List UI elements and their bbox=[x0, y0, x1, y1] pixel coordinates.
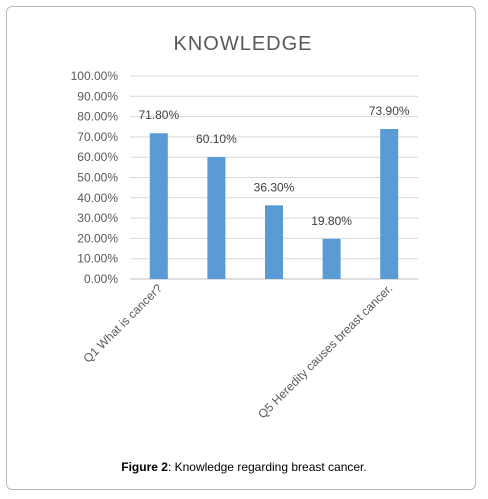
figure-caption: Figure 2: Knowledge regarding breast can… bbox=[0, 460, 488, 474]
bar bbox=[322, 238, 341, 279]
data-label: 36.30% bbox=[254, 180, 295, 194]
y-axis-ticks: 0.00% 10.00% 20.00% 30.00% 40.00% 50.00% 60.00… bbox=[71, 69, 119, 286]
data-labels: 71.80% 60.10% 36.30% 19.80% 73.90% bbox=[138, 104, 409, 228]
y-tick-label: 20.00% bbox=[77, 231, 118, 245]
y-tick-label: 30.00% bbox=[77, 211, 118, 225]
y-tick-label: 60.00% bbox=[77, 150, 118, 164]
bar bbox=[380, 128, 399, 279]
data-label: 19.80% bbox=[311, 214, 352, 228]
y-tick-label: 80.00% bbox=[77, 110, 118, 124]
bars bbox=[149, 128, 399, 279]
caption-label: Figure 2 bbox=[121, 460, 168, 474]
x-category-label: Q1 What is cancer? bbox=[81, 281, 166, 366]
bar bbox=[207, 156, 226, 279]
gridlines bbox=[130, 75, 418, 280]
caption-text: : Knowledge regarding breast cancer. bbox=[167, 460, 367, 474]
y-tick-label: 0.00% bbox=[84, 272, 118, 286]
x-category-label: Q5 Heredity causes breast cancer. bbox=[255, 281, 395, 421]
data-label: 60.10% bbox=[196, 132, 237, 146]
bar bbox=[265, 205, 283, 279]
y-tick-label: 50.00% bbox=[77, 171, 118, 185]
bar bbox=[149, 133, 168, 279]
chart-title: KNOWLEDGE bbox=[173, 33, 312, 55]
y-tick-label: 10.00% bbox=[77, 252, 118, 266]
y-tick-label: 40.00% bbox=[77, 191, 118, 205]
y-tick-label: 70.00% bbox=[77, 130, 118, 144]
y-tick-label: 100.00% bbox=[71, 69, 119, 83]
x-axis-labels: Q1 What is cancer? Q5 Heredity causes bre… bbox=[81, 281, 396, 421]
data-label: 71.80% bbox=[138, 108, 179, 122]
data-label: 73.90% bbox=[369, 104, 410, 118]
y-tick-label: 90.00% bbox=[77, 89, 118, 103]
